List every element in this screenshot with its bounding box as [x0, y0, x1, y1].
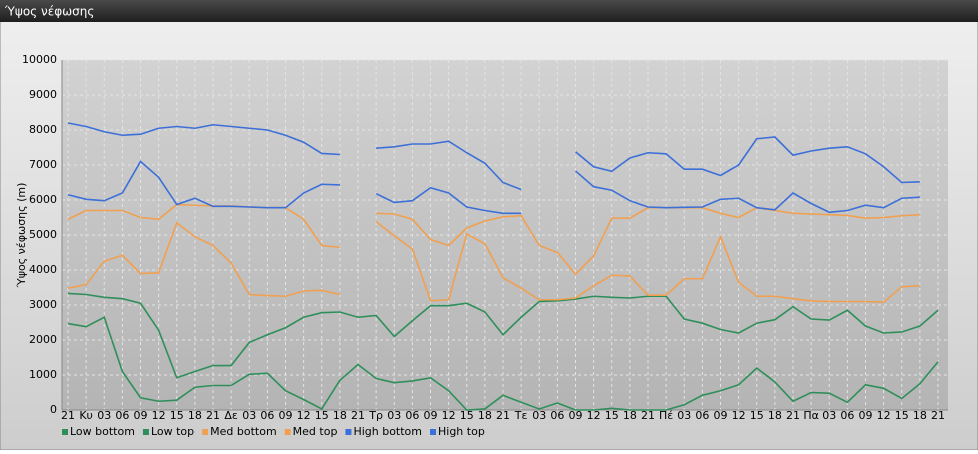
y-tick-label: 3000 [29, 298, 57, 311]
x-tick-label: 03 [532, 409, 546, 422]
x-tick-label: 09 [714, 409, 728, 422]
y-tick-label: 2000 [29, 333, 57, 346]
line [67, 122, 920, 191]
x-tick-label: 18 [768, 409, 782, 422]
x-tick-label: 18 [478, 409, 492, 422]
x-tick-label: 15 [315, 409, 329, 422]
x-tick-label: 21 [496, 409, 510, 422]
legend-marker [202, 429, 209, 435]
legend-label: Low top [151, 425, 194, 438]
x-tick-label: 03 [677, 409, 691, 422]
x-tick-label: 18 [188, 409, 202, 422]
legend-marker [142, 429, 149, 435]
x-tick-label: Πα [803, 409, 819, 422]
x-tick-label: 03 [97, 409, 111, 422]
x-tick-label: 15 [605, 409, 619, 422]
x-tick-label: 12 [877, 409, 891, 422]
x-tick-label: 06 [840, 409, 854, 422]
header [0, 0, 978, 22]
y-tick-label: 6000 [29, 193, 57, 206]
x-tick-label: 21 [61, 409, 75, 422]
x-tick-label: 12 [442, 409, 456, 422]
x-tick-label: 06 [550, 409, 564, 422]
x-tick-label: 06 [260, 409, 274, 422]
line [67, 160, 920, 215]
legend-marker [62, 429, 68, 435]
legend-label: Med top [293, 425, 338, 438]
x-tick-label: 21 [786, 409, 800, 422]
y-tick-label: 10000 [22, 53, 57, 66]
y-tick-label: 7000 [29, 158, 57, 171]
legend-marker [430, 429, 436, 435]
x-tick-label: 18 [913, 409, 927, 422]
line [67, 316, 939, 411]
x-tick-label: 09 [859, 409, 873, 422]
x-tick-label: Κυ [79, 409, 93, 422]
x-tick-label: 15 [460, 409, 474, 422]
chart-title: Ύψος νέφωσης [4, 5, 94, 19]
x-tick-label: 15 [170, 409, 184, 422]
legend-marker [345, 429, 352, 435]
x-tick-label: 09 [134, 409, 148, 422]
y-tick-label: 5000 [29, 228, 57, 241]
x-tick-label: 18 [623, 409, 637, 422]
line [67, 221, 920, 304]
x-tick-label: 03 [242, 409, 256, 422]
x-tick-label: Πέ [659, 409, 673, 422]
x-tick-label: 12 [297, 409, 311, 422]
x-tick-label: 09 [569, 409, 583, 422]
line [67, 292, 939, 379]
x-tick-label: 06 [405, 409, 419, 422]
x-tick-label: 15 [750, 409, 764, 422]
x-tick-label: 21 [206, 409, 220, 422]
legend-label: High bottom [353, 425, 422, 438]
y-tick-label: 8000 [29, 123, 57, 136]
x-tick-label: 03 [387, 409, 401, 422]
y-axis-label: Ύψος νέφωσης (m) [15, 183, 28, 289]
legend-marker [284, 429, 291, 435]
x-tick-label: Τε [514, 409, 528, 422]
x-tick-label: 21 [351, 409, 365, 422]
legend-label: Med bottom [210, 425, 277, 438]
x-tick-label: 12 [587, 409, 601, 422]
x-tick-label: Τρ [368, 409, 383, 422]
x-tick-label: 21 [641, 409, 655, 422]
x-tick-label: 06 [115, 409, 129, 422]
x-tick-label: 03 [822, 409, 836, 422]
x-tick-label: 12 [152, 409, 166, 422]
y-tick-label: 4000 [29, 263, 57, 276]
legend-label: High top [438, 425, 485, 438]
y-tick-label: 9000 [29, 88, 57, 101]
x-tick-label: 06 [695, 409, 709, 422]
y-tick-label: 1000 [29, 368, 57, 381]
x-tick-label: 09 [424, 409, 438, 422]
x-tick-label: 09 [279, 409, 293, 422]
x-tick-label: Δε [224, 409, 238, 422]
legend-label: Low bottom [70, 425, 135, 438]
x-tick-label: 12 [732, 409, 746, 422]
x-tick-label: 21 [931, 409, 945, 422]
y-tick-label: 0 [50, 403, 57, 416]
x-tick-label: 18 [333, 409, 347, 422]
x-tick-label: 15 [895, 409, 909, 422]
